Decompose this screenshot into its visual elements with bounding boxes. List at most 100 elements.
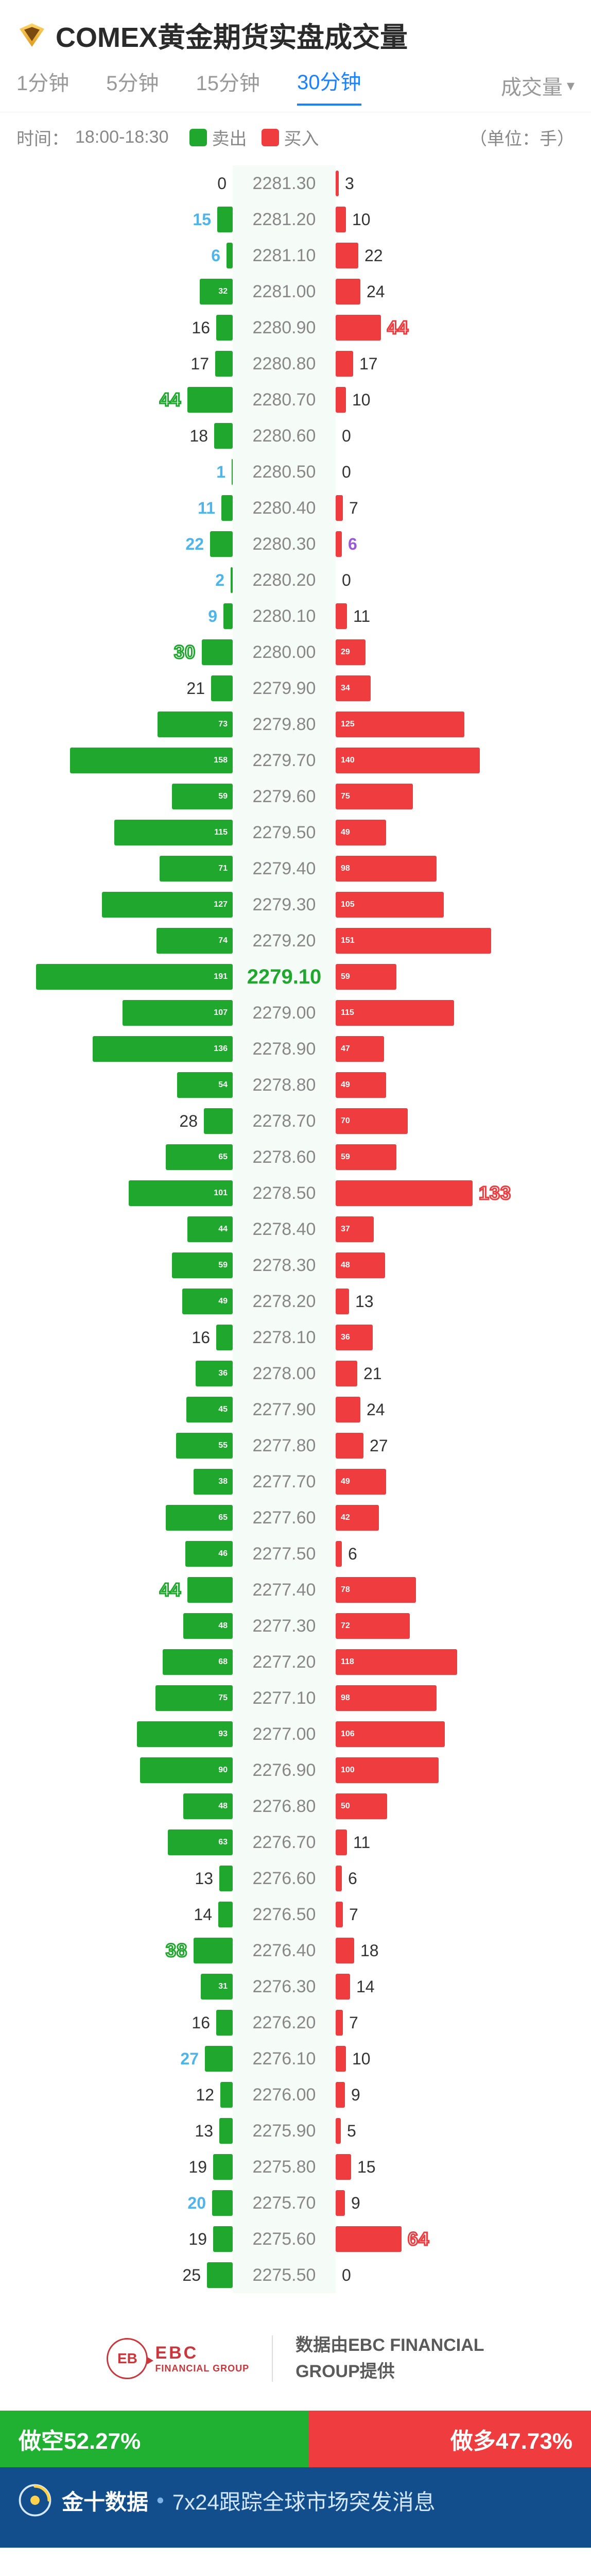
- price-row: 112280.407: [16, 490, 575, 526]
- buy-value: 115: [341, 1008, 354, 1018]
- buy-bar: [336, 1433, 363, 1459]
- sell-bar: [216, 1325, 233, 1350]
- sell-value: 63: [218, 1838, 228, 1847]
- sell-value: 19: [188, 2158, 207, 2177]
- buy-side: 34: [336, 675, 552, 701]
- buy-side: 17: [336, 351, 552, 377]
- sell-value: 127: [214, 900, 228, 909]
- sell-side: 44: [16, 387, 233, 413]
- buy-side: 5: [336, 2118, 552, 2144]
- tab-1分钟[interactable]: 1分钟: [16, 66, 69, 105]
- metric-label: 成交量: [501, 71, 563, 100]
- price-row: 592279.6075: [16, 778, 575, 815]
- buy-side: 48: [336, 1252, 552, 1278]
- buy-value: 0: [342, 463, 351, 482]
- sell-side: 54: [16, 1072, 233, 1098]
- sell-side: 25: [16, 2262, 233, 2288]
- price-label: 2279.40: [233, 851, 336, 887]
- price-row: 62281.1022: [16, 238, 575, 274]
- buy-value: 34: [341, 684, 350, 693]
- footer: 金十数据 • 7x24跟踪全球市场突发消息: [0, 2467, 591, 2548]
- buy-bar: [336, 495, 343, 521]
- buy-side: 151: [336, 928, 552, 954]
- buy-bar: [336, 1829, 347, 1855]
- sell-bar: [202, 639, 233, 665]
- buy-side: 47: [336, 1036, 552, 1062]
- buy-value: 0: [342, 571, 351, 590]
- buy-side: 100: [336, 1757, 552, 1783]
- sell-side: 13: [16, 1866, 233, 1891]
- sell-value: 65: [218, 1153, 228, 1162]
- buy-value: 47: [341, 1044, 350, 1054]
- price-row: 362278.0021: [16, 1355, 575, 1392]
- buy-side: 49: [336, 1469, 552, 1495]
- buy-side: 37: [336, 1216, 552, 1242]
- sell-side: 191: [16, 964, 233, 990]
- tab-5分钟[interactable]: 5分钟: [106, 66, 159, 105]
- buy-bar: [336, 1685, 437, 1711]
- tab-30分钟[interactable]: 30分钟: [297, 65, 361, 106]
- sell-bar: [218, 1902, 233, 1927]
- buy-value: 24: [367, 282, 385, 301]
- sell-value: 27: [180, 2049, 199, 2069]
- price-label: 2280.10: [233, 598, 336, 634]
- buy-value: 0: [342, 2266, 351, 2285]
- sell-side: 6: [16, 243, 233, 268]
- price-label: 2280.80: [233, 346, 336, 382]
- sell-bar: [210, 531, 233, 557]
- price-row: 382277.7049: [16, 1464, 575, 1500]
- buy-value: 24: [367, 1400, 385, 1419]
- sell-value: 12: [196, 2086, 214, 2105]
- buy-value: 10: [352, 2049, 371, 2069]
- price-label: 2279.90: [233, 670, 336, 706]
- price-label: 2280.60: [233, 418, 336, 454]
- sell-side: 16: [16, 2010, 233, 2036]
- sell-side: 46: [16, 1541, 233, 1567]
- sell-value: 59: [218, 1261, 228, 1270]
- buy-bar: [336, 171, 339, 196]
- price-label: 2275.80: [233, 2149, 336, 2185]
- buy-value: 118: [341, 1657, 354, 1667]
- buy-side: 10: [336, 387, 552, 413]
- buy-value: 7: [349, 2013, 358, 2032]
- sell-side: 63: [16, 1829, 233, 1855]
- price-label: 2277.30: [233, 1608, 336, 1644]
- price-row: 632276.7011: [16, 1824, 575, 1860]
- buy-value: 18: [360, 1941, 379, 1960]
- price-row: 202275.709: [16, 2185, 575, 2221]
- sell-side: 38: [16, 1469, 233, 1495]
- sell-side: 90: [16, 1757, 233, 1783]
- sell-value: 18: [189, 427, 208, 446]
- price-row: 732279.80125: [16, 706, 575, 742]
- buy-value: 17: [359, 354, 378, 374]
- buy-bar: [336, 1974, 350, 1999]
- price-row: 902276.90100: [16, 1752, 575, 1788]
- sell-side: 49: [16, 1289, 233, 1314]
- price-label: 2280.30: [233, 526, 336, 562]
- buy-value: 59: [341, 972, 350, 981]
- price-row: 22280.200: [16, 562, 575, 598]
- sell-value: 68: [218, 1657, 228, 1667]
- buy-value: 50: [341, 1802, 350, 1811]
- sell-bar: [200, 279, 233, 304]
- buy-side: 140: [336, 748, 552, 773]
- sell-value: 38: [166, 1940, 187, 1961]
- sell-value: 158: [214, 756, 228, 765]
- metric-dropdown[interactable]: 成交量 ▾: [501, 71, 575, 100]
- buy-side: 59: [336, 1144, 552, 1170]
- ebc-logo-icon: EB: [107, 2338, 148, 2379]
- sell-value: 90: [218, 1766, 228, 1775]
- buy-side: 0: [336, 2262, 552, 2288]
- price-row: 382276.4018: [16, 1933, 575, 1969]
- sell-value: 2: [215, 571, 224, 590]
- buy-side: 98: [336, 1685, 552, 1711]
- sell-value: 31: [218, 1982, 228, 1991]
- price-label: 2278.70: [233, 1103, 336, 1139]
- sell-side: 16: [16, 1325, 233, 1350]
- sell-value: 32: [218, 287, 228, 296]
- buy-side: 125: [336, 711, 552, 737]
- price-row: 162276.207: [16, 2005, 575, 2041]
- tab-15分钟[interactable]: 15分钟: [196, 66, 260, 105]
- legend: 时间： 18:00-18:30 卖出 买入 （单位：手）: [0, 112, 591, 165]
- buy-value: 11: [353, 607, 370, 626]
